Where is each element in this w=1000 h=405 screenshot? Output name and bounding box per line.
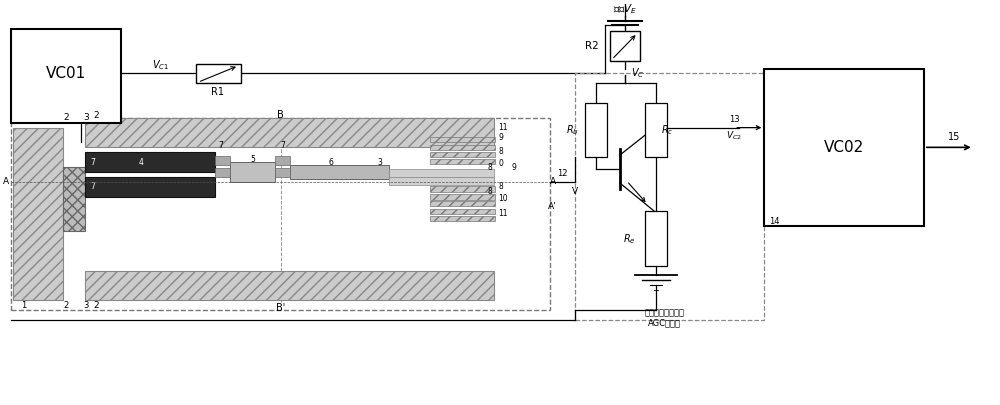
Bar (575, 73, 764, 320)
Bar (610, 31, 640, 61)
Text: 7: 7 (91, 182, 96, 191)
Text: A: A (3, 177, 9, 186)
Bar (85, 118, 494, 147)
Text: 3: 3 (83, 113, 89, 122)
Text: 8: 8 (488, 187, 492, 196)
Text: 2: 2 (93, 111, 99, 120)
Bar (430, 145, 495, 150)
Text: 电源$V_E$: 电源$V_E$ (613, 2, 637, 16)
Text: AGC放大器: AGC放大器 (648, 318, 681, 327)
Bar (645, 211, 667, 266)
Text: $V_C$: $V_C$ (631, 66, 644, 80)
Text: 1: 1 (21, 301, 27, 309)
Text: 10: 10 (498, 194, 508, 203)
Text: 13: 13 (729, 115, 740, 124)
Bar (63, 167, 85, 231)
Bar (275, 156, 290, 165)
Bar (430, 159, 495, 164)
Text: 8: 8 (498, 182, 503, 191)
Bar (430, 137, 495, 143)
Text: VC01: VC01 (46, 66, 86, 81)
Bar (290, 165, 389, 179)
Text: 9: 9 (512, 162, 517, 172)
Bar (389, 177, 494, 185)
Text: VC02: VC02 (824, 140, 864, 155)
Bar (230, 162, 275, 182)
Text: 8: 8 (498, 147, 503, 156)
Bar (430, 216, 495, 221)
Text: 12: 12 (558, 169, 568, 179)
Text: 直流自动增益控制: 直流自动增益控制 (645, 309, 685, 318)
Bar (275, 168, 290, 177)
Text: R2: R2 (585, 41, 599, 51)
Text: B: B (277, 110, 284, 120)
Text: 7: 7 (218, 141, 223, 150)
Text: $R_c$: $R_c$ (661, 124, 674, 137)
Bar (196, 64, 241, 83)
Text: 11: 11 (498, 123, 508, 132)
Bar (645, 103, 667, 157)
Bar (430, 194, 495, 200)
Text: A': A' (548, 202, 556, 211)
Bar (389, 169, 494, 177)
Text: 9: 9 (498, 133, 503, 142)
Text: 4: 4 (139, 158, 143, 166)
Text: 14: 14 (769, 217, 780, 226)
Text: B': B' (276, 303, 285, 313)
Text: A: A (550, 177, 556, 186)
Bar (430, 209, 495, 214)
Bar (11, 118, 550, 310)
Bar (13, 128, 63, 300)
Text: 0: 0 (498, 159, 503, 168)
Bar (430, 201, 495, 207)
Bar (430, 152, 495, 157)
Text: 8: 8 (488, 162, 492, 172)
Text: 6: 6 (328, 158, 333, 166)
Text: 7: 7 (91, 158, 96, 166)
Bar (215, 168, 230, 177)
Text: $V_{C2}$: $V_{C2}$ (726, 129, 742, 142)
Text: 11: 11 (498, 209, 508, 218)
Bar (430, 186, 495, 192)
Bar (585, 103, 607, 157)
Text: $R_b$: $R_b$ (566, 124, 579, 137)
Text: 2: 2 (64, 301, 69, 309)
Text: 3: 3 (378, 158, 383, 166)
Text: 3: 3 (83, 301, 89, 309)
Bar (85, 177, 215, 197)
Text: V: V (572, 187, 578, 196)
Bar (11, 29, 121, 123)
Bar (764, 68, 924, 226)
Text: 2: 2 (63, 113, 69, 122)
Text: R1: R1 (211, 87, 224, 97)
Text: 2: 2 (93, 301, 99, 309)
Bar (85, 271, 494, 300)
Text: $V_{C1}$: $V_{C1}$ (152, 59, 169, 72)
Bar (85, 152, 215, 172)
Bar (215, 156, 230, 165)
Text: 5: 5 (250, 155, 255, 164)
Text: 7: 7 (280, 141, 285, 150)
Text: $R_e$: $R_e$ (623, 232, 636, 246)
Text: 15: 15 (948, 132, 960, 143)
